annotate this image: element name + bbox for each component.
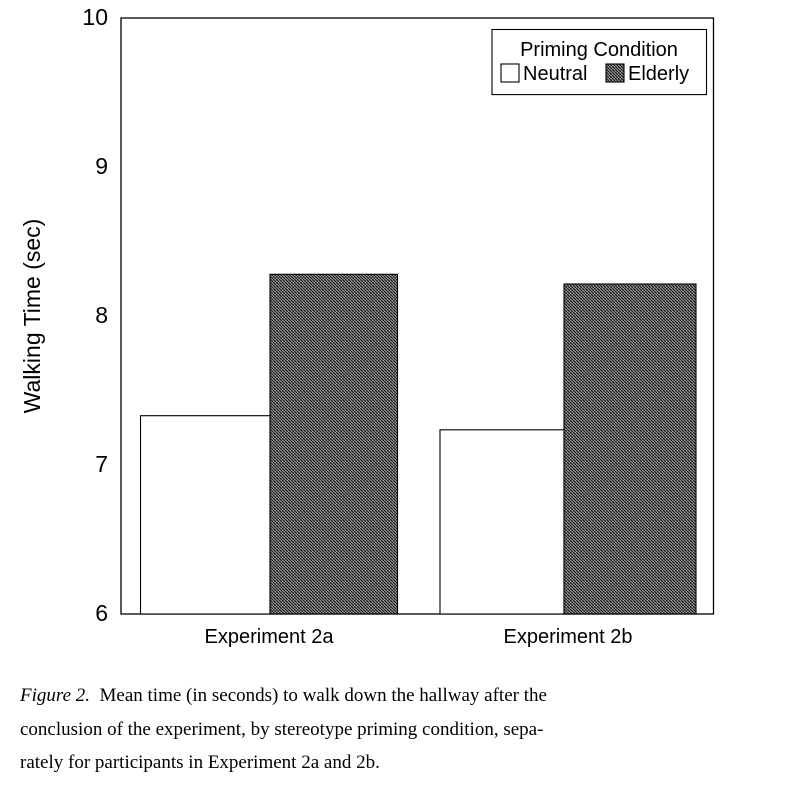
svg-text:Priming Condition: Priming Condition [520,39,678,61]
svg-text:9: 9 [95,153,108,179]
svg-text:Neutral: Neutral [523,63,587,85]
svg-text:10: 10 [82,4,108,30]
svg-text:Walking Time (sec): Walking Time (sec) [19,219,45,414]
svg-text:6: 6 [95,600,108,626]
svg-text:Experiment 2b: Experiment 2b [504,626,633,648]
svg-text:Experiment 2a: Experiment 2a [205,626,335,648]
svg-text:Elderly: Elderly [628,63,689,85]
svg-text:8: 8 [95,302,108,328]
svg-text:7: 7 [95,451,108,477]
